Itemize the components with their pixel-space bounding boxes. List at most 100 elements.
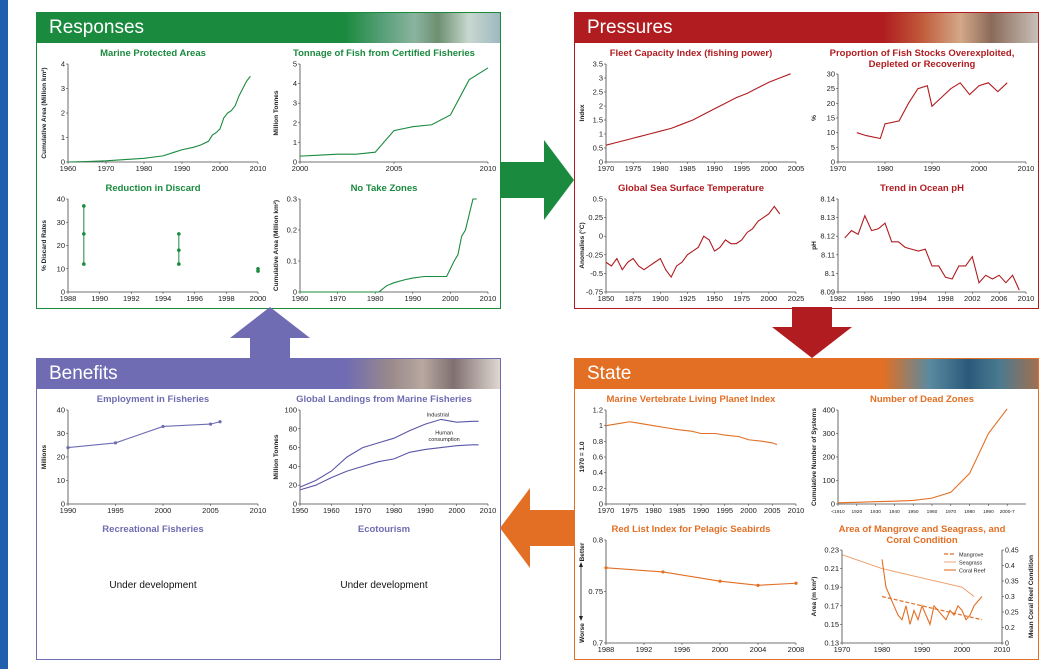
x-tick-label: 2000	[761, 164, 778, 173]
x-tick-label: 2010	[480, 164, 497, 173]
x-tick-label: 1975	[733, 294, 750, 303]
chart-title: Global Sea Surface Temperature	[617, 183, 765, 194]
chart-title: Area of Mangrove and Seagrass, and Coral…	[838, 524, 1006, 546]
y-tick-label: 3	[293, 99, 297, 108]
y2-tick-label: 0.45	[1005, 548, 1019, 555]
legend-label: Coral Reef	[959, 569, 986, 575]
y-tick-label: 0.2	[593, 484, 603, 493]
y-tick-label: 8.13	[820, 213, 835, 222]
worse-label: Worse	[579, 623, 586, 643]
y-tick-label: 0.7	[593, 639, 603, 648]
x-tick-label: 1996	[674, 645, 691, 654]
arrow-left-icon	[500, 488, 574, 568]
x-tick-label: 2025	[788, 294, 805, 303]
x-tick-label: 2000	[212, 164, 229, 173]
y-tick-label: 10	[57, 476, 65, 485]
x-tick-label: 1930	[870, 509, 881, 515]
y-tick-label: 2	[293, 118, 297, 127]
under-development-text: Under development	[109, 580, 197, 591]
x-tick-label: 1980	[652, 164, 669, 173]
y-tick-label: 8.14	[820, 195, 835, 204]
y-tick-label: 0.19	[824, 583, 839, 592]
chart-cell-mpa: Marine Protected Areas 1960 1970 1980 1990 20…	[38, 44, 268, 176]
y-tick-label: 20	[57, 453, 65, 462]
x-tick-label: <1910	[831, 509, 845, 515]
y-tick-label: 1.2	[593, 406, 603, 415]
series-line	[299, 444, 479, 491]
x-tick-label: 1960	[60, 164, 77, 173]
y2-tick-label: 0.25	[1005, 610, 1019, 617]
x-tick-label: 1990	[60, 506, 77, 515]
x-tick-label: 2000-7	[1000, 509, 1015, 515]
chart-cell-mangrove: Area of Mangrove and Seagrass, and Coral…	[808, 520, 1036, 657]
x-tick-label: 1998	[218, 294, 235, 303]
x-tick-label: 1980	[367, 294, 384, 303]
better-label: Better	[579, 542, 586, 561]
x-tick-label: 2010	[480, 294, 497, 303]
chart-cell-sst: Global Sea Surface Temperature 1850 1875 19…	[576, 179, 806, 306]
x-tick-label: 2005	[386, 164, 403, 173]
x-tick-label: 2010	[480, 506, 497, 515]
chart-cell-certified: Tonnage of Fish from Certified Fisheries…	[270, 44, 498, 176]
y-tick-label: 1	[293, 138, 297, 147]
x-tick-label: 1920	[851, 509, 862, 515]
chart-title: Global Landings from Marine Fisheries	[296, 394, 472, 405]
chart-title: Proportion of Fish Stocks Overexploited,…	[829, 48, 1015, 70]
x-tick-label: 1850	[598, 294, 615, 303]
people-photo	[345, 359, 500, 389]
x-tick-label: 1995	[716, 506, 733, 515]
y-tick-label: 40	[57, 195, 65, 204]
x-tick-label: 2002	[964, 294, 981, 303]
chart-title: No Take Zones	[350, 183, 418, 194]
x-tick-label: 1994	[155, 294, 172, 303]
series-line	[605, 421, 778, 445]
y2-axis-label: Mean Coral Reef Condition	[1028, 555, 1035, 638]
chart-title: Employment in Fisheries	[96, 394, 210, 405]
chart-title: Red List Index for Pelagic Seabirds	[611, 524, 771, 535]
x-tick-label: 1950	[292, 506, 309, 515]
pressures-header: Pressures	[575, 13, 1038, 43]
x-tick-label: 1970	[830, 164, 847, 173]
series-line	[67, 75, 251, 163]
y-tick-label: 0	[831, 500, 835, 509]
chart-cell-deadzones: Number of Dead Zones <1910 1920 1930 1940 195…	[808, 390, 1036, 518]
x-tick-label: 1980	[964, 509, 975, 515]
x-tick-label: 1950	[706, 294, 723, 303]
landscape-photo	[345, 13, 500, 43]
y-tick-label: 3.5	[593, 60, 603, 69]
y-axis-label: 1970 = 1.0	[579, 441, 586, 472]
x-tick-label: 1990	[693, 506, 710, 515]
series-line	[605, 73, 791, 146]
data-point	[161, 424, 165, 429]
x-tick-label: 2000	[740, 506, 757, 515]
y-axis-label: Area (m km²)	[811, 577, 818, 617]
x-tick-label: 2006	[991, 294, 1008, 303]
x-tick-label: 1980	[136, 164, 153, 173]
chart-title: Fleet Capacity Index (fishing power)	[609, 48, 773, 59]
chart-cell-overexploited: Proportion of Fish Stocks Overexploited,…	[808, 44, 1036, 176]
x-tick-label: 1980	[645, 506, 662, 515]
series-annotation: consumption	[429, 437, 460, 443]
data-point	[756, 583, 760, 587]
x-tick-label: 1970	[834, 645, 851, 654]
y-tick-label: 0	[293, 500, 297, 509]
x-tick-label: 1988	[60, 294, 77, 303]
data-point	[82, 204, 86, 208]
chart-title: Number of Dead Zones	[870, 394, 974, 405]
placeholder-cell-recreational: Recreational Fisheries Under development	[38, 520, 268, 657]
data-point	[218, 420, 222, 424]
y-tick-label: 4	[293, 79, 297, 88]
y-tick-label: 0.75	[588, 587, 603, 596]
y-tick-label: 300	[822, 429, 835, 438]
series-line	[881, 559, 983, 627]
y-tick-label: 0	[293, 158, 297, 167]
y-tick-label: -0.25	[586, 250, 603, 259]
data-point	[794, 581, 798, 585]
y-tick-label: 0.2	[287, 226, 297, 235]
y-tick-label: 0.3	[287, 195, 297, 204]
x-tick-label: 2000	[250, 294, 267, 303]
x-tick-label: 1975	[621, 506, 638, 515]
pressures-title: Pressures	[587, 17, 673, 38]
y-tick-label: 8.09	[820, 288, 835, 297]
y-tick-label: 30	[57, 429, 65, 438]
